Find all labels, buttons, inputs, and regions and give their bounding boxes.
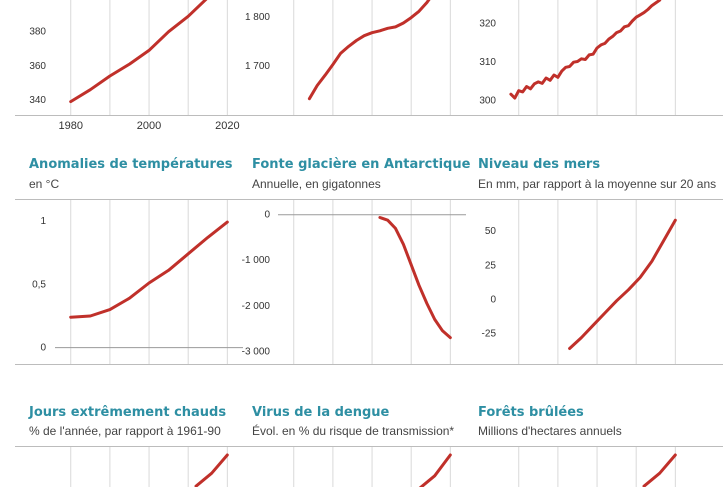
- y-tick-label: 380: [29, 27, 46, 38]
- y-tick-label: 1: [40, 216, 46, 227]
- panel-antarctic: 0 -1 000 -2 000 -3 000: [238, 199, 466, 365]
- chart-subtitle-antarctic: Annuelle, en gigatonnes: [252, 177, 381, 191]
- y-tick-label: 340: [29, 95, 46, 106]
- chart-subtitle-sea: En mm, par rapport à la moyenne sur 20 a…: [478, 177, 717, 191]
- chart-dengue: [293, 447, 452, 487]
- series-line: [69, 0, 208, 104]
- series-line: [378, 216, 452, 340]
- y-tick-label: 0: [40, 343, 46, 354]
- chart-title-hotdays: Jours extrêmement chauds: [29, 405, 227, 420]
- y-tick-label: 320: [479, 18, 496, 29]
- chart-sea: -25 0 25 50: [482, 200, 677, 364]
- panel-hotdays: [15, 446, 240, 487]
- chart-title-antarctic: Fonte glacière en Antarctique: [252, 157, 471, 172]
- panel-dengue: [238, 446, 465, 487]
- panel-temp: 0 0,5 1: [15, 199, 243, 365]
- y-tick-label: -2 000: [242, 301, 271, 312]
- y-tick-label: 25: [485, 260, 497, 271]
- chart-antarctic: 0 -1 000 -2 000 -3 000: [242, 200, 466, 364]
- chart-title-sea: Niveau des mers: [478, 157, 601, 172]
- x-tick-label: 1980: [59, 120, 83, 132]
- y-tick-label: 50: [485, 226, 497, 237]
- chart-forests: [518, 447, 677, 487]
- series-line: [509, 0, 662, 100]
- y-tick-label: 1 800: [245, 12, 270, 23]
- y-tick-label: -3 000: [242, 346, 271, 357]
- chart-temp: 00,51: [32, 200, 243, 364]
- series-line: [418, 453, 452, 487]
- y-tick-label: 300: [479, 95, 496, 106]
- chart-subtitle-dengue: Évol. en % du risque de transmission*: [252, 424, 455, 438]
- series-line: [69, 220, 229, 319]
- series-line: [642, 453, 677, 487]
- y-tick-label: 0: [264, 210, 270, 221]
- chart-title-forests: Forêts brûlées: [478, 405, 584, 420]
- chart-subtitle-hotdays: % de l'année, par rapport à 1961-90: [29, 424, 221, 438]
- y-tick-label: 360: [29, 61, 46, 72]
- panel-co2: 340 360 380 1980 2000 2020: [15, 0, 240, 132]
- series-line: [568, 218, 677, 350]
- chart-hotdays: [70, 447, 229, 487]
- y-tick-label: 0,5: [32, 279, 46, 290]
- panel-sea: -25 0 25 50: [463, 199, 723, 365]
- panel-methane: 1 700 1 800: [238, 0, 465, 116]
- y-tick-label: 310: [479, 57, 496, 68]
- chart-methane: 1 700 1 800: [245, 0, 451, 115]
- chart-co2: 340 360 380 1980 2000 2020: [29, 0, 240, 132]
- panel-forests: [463, 446, 723, 487]
- chart-n2o: 300 310 320: [479, 0, 676, 115]
- y-tick-label: -1 000: [242, 255, 271, 266]
- x-tick-label: 2020: [215, 120, 239, 132]
- chart-title-dengue: Virus de la dengue: [252, 405, 390, 420]
- chart-title-temp: Anomalies de températures: [29, 157, 233, 172]
- series-line: [307, 0, 431, 101]
- y-tick-label: 0: [490, 294, 496, 305]
- chart-subtitle-temp: en °C: [29, 177, 60, 191]
- y-tick-label: -25: [482, 329, 497, 340]
- chart-subtitle-forests: Millions d'hectares annuels: [478, 424, 622, 438]
- series-line: [194, 453, 229, 487]
- y-tick-label: 1 700: [245, 61, 270, 72]
- panel-n2o: 300 310 320: [463, 0, 723, 116]
- x-tick-label: 2000: [137, 120, 161, 132]
